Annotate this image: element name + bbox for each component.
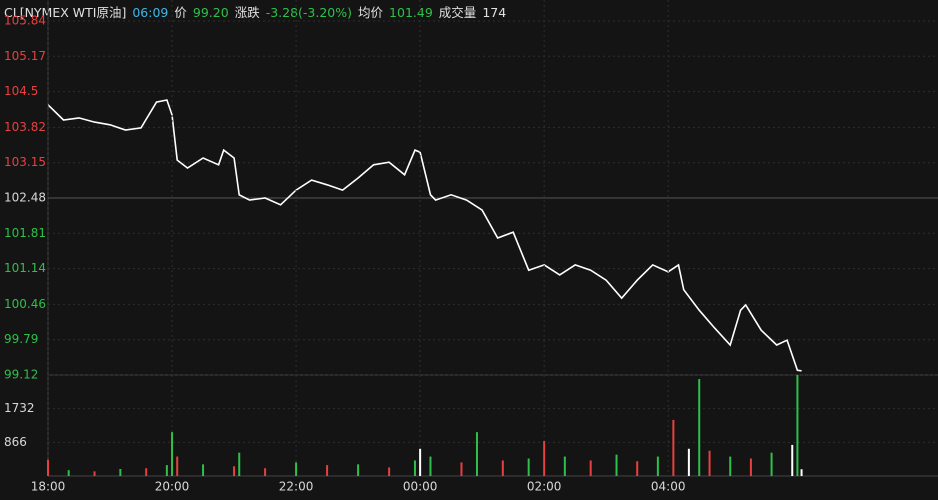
y-tick-label: 103.82 xyxy=(4,120,46,134)
time: 06:09 xyxy=(132,5,169,20)
x-tick-label: 00:00 xyxy=(403,480,438,494)
y-tick-label: 101.14 xyxy=(4,261,46,275)
y-tick-label: 99.79 xyxy=(4,332,38,346)
volume-bar xyxy=(749,458,752,476)
y-tick-label: 104.5 xyxy=(4,84,38,98)
volume-bar xyxy=(615,454,618,476)
volume-bar xyxy=(800,469,803,476)
volume-bar xyxy=(202,464,205,476)
volume-bar xyxy=(145,468,148,476)
volume-bar xyxy=(708,450,711,476)
y-tick-label: 99.12 xyxy=(4,368,38,382)
volume-bar xyxy=(791,444,794,476)
volume-bar xyxy=(656,456,659,476)
price-label: 价 xyxy=(174,5,187,20)
volume-bar xyxy=(563,456,566,476)
volume-bar xyxy=(796,375,799,476)
y-tick-label: 1732 xyxy=(4,401,35,415)
volume-bar xyxy=(729,456,732,476)
volume-bar xyxy=(687,448,690,476)
volume: 174 xyxy=(482,5,507,20)
y-tick-label: 105.17 xyxy=(4,49,46,63)
x-tick-label: 20:00 xyxy=(155,480,190,494)
y-tick-label: 101.81 xyxy=(4,226,46,240)
volume-bar xyxy=(543,441,546,476)
volume-bar xyxy=(388,467,391,476)
y-tick-label: 105.84 xyxy=(4,14,46,28)
y-tick-label: 866 xyxy=(4,435,27,449)
volume-bar xyxy=(171,432,174,476)
volume-bar xyxy=(165,465,168,476)
volume-bar xyxy=(47,459,49,476)
avg-label: 均价 xyxy=(358,5,384,20)
change: -3.28(-3.20%) xyxy=(265,5,353,20)
volume-bar xyxy=(589,460,592,476)
volume-bar xyxy=(93,471,96,476)
volume-bar xyxy=(233,466,236,476)
x-tick-label: 04:00 xyxy=(651,480,686,494)
volume-bar xyxy=(501,460,504,476)
volume-bar xyxy=(475,432,478,476)
y-tick-label: 103.15 xyxy=(4,155,46,169)
volume-bar xyxy=(770,452,773,476)
volume-bar xyxy=(264,468,267,476)
volume-bar xyxy=(672,419,675,476)
price-line xyxy=(47,99,802,372)
price: 99.20 xyxy=(192,5,229,20)
volume-bar xyxy=(636,461,639,476)
header: CL[NYMEX WTI原油] 06:09 价 99.20 涨跌 -3.28(-3.20%… xyxy=(4,2,512,21)
volume-bar xyxy=(295,462,298,476)
volume-bar xyxy=(357,464,360,476)
x-tick-label: 22:00 xyxy=(279,480,314,494)
volume-bar xyxy=(429,456,432,476)
x-tick-label: 18:00 xyxy=(31,480,66,494)
volume-bar xyxy=(176,456,179,476)
x-tick-label: 02:00 xyxy=(527,480,562,494)
change-label: 涨跌 xyxy=(234,5,260,20)
volume-bar xyxy=(419,448,422,476)
symbol: CL[NYMEX WTI原油] xyxy=(4,5,127,20)
avg: 101.49 xyxy=(389,5,433,20)
volume-bar xyxy=(413,460,416,476)
y-tick-label: 100.46 xyxy=(4,297,46,311)
volume-bar xyxy=(460,462,463,476)
volume-bar xyxy=(238,452,241,476)
volume-bar xyxy=(67,470,70,476)
volume-bar xyxy=(527,458,530,476)
y-tick-label: 102.48 xyxy=(4,191,46,205)
volume-bar xyxy=(119,469,122,476)
volume-bar xyxy=(326,465,329,476)
volume-bar xyxy=(698,379,701,476)
volume-label: 成交量 xyxy=(438,5,477,20)
